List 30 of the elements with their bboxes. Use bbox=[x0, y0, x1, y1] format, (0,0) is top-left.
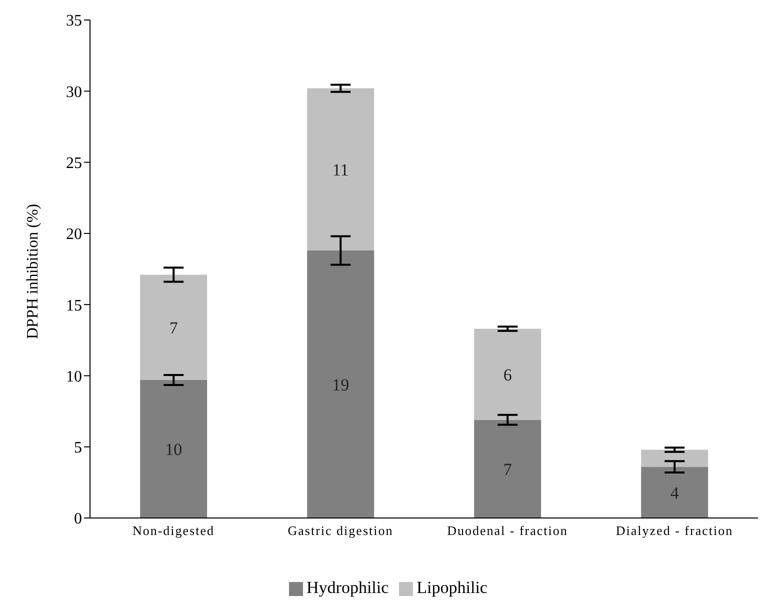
bar bbox=[474, 420, 542, 518]
legend-label: Lipophilic bbox=[416, 578, 488, 597]
bar bbox=[641, 450, 708, 467]
data-label: 4 bbox=[670, 483, 680, 502]
y-axis-title: DPPH inhibition (%) bbox=[24, 204, 42, 339]
bar bbox=[474, 328, 542, 420]
bar bbox=[140, 380, 208, 518]
y-tick-label: 35 bbox=[66, 12, 82, 30]
data-label: 11 bbox=[332, 160, 349, 180]
y-tick-label: 10 bbox=[66, 368, 82, 386]
data-label: 7 bbox=[169, 318, 178, 338]
bar bbox=[140, 274, 208, 380]
data-label: 7 bbox=[503, 460, 512, 479]
data-label: 10 bbox=[165, 440, 182, 460]
y-tick-label: 15 bbox=[66, 297, 82, 314]
x-tick-label: Duodenal - fraction bbox=[447, 523, 568, 538]
y-tick-label: 5 bbox=[74, 440, 82, 457]
y-tick-label: 20 bbox=[66, 226, 82, 244]
x-tick-label: Non-digested bbox=[132, 523, 215, 538]
data-label: 6 bbox=[503, 365, 512, 384]
x-tick-label: Dialyzed - fraction bbox=[616, 523, 734, 538]
data-label: 19 bbox=[332, 375, 350, 394]
x-tick-label: Gastric digestion bbox=[288, 523, 394, 538]
legend-label: Hydrophilic bbox=[306, 578, 389, 597]
y-tick-label: 25 bbox=[66, 154, 82, 172]
y-tick-label: 0 bbox=[74, 510, 82, 528]
bar bbox=[307, 250, 374, 518]
bar bbox=[641, 466, 708, 518]
y-tick-label: 30 bbox=[66, 84, 82, 101]
bar bbox=[307, 88, 374, 251]
